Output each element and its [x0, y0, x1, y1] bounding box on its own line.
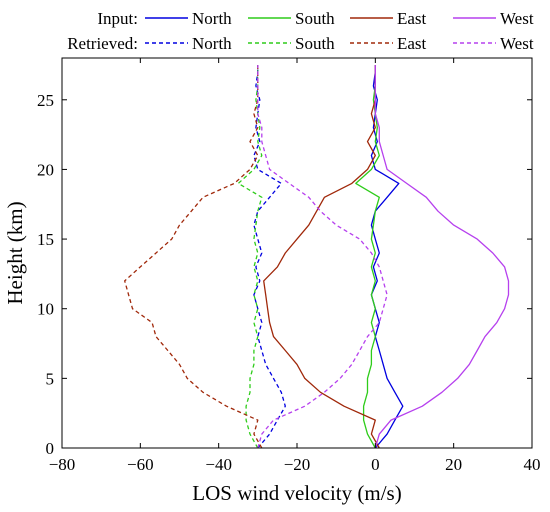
legend-entry-label: South: [295, 9, 335, 28]
x-tick-label: −80: [49, 455, 76, 474]
y-tick-label: 10: [37, 300, 54, 319]
y-axis-label: Height (km): [3, 201, 27, 304]
series-retrieved-south-line: [237, 65, 263, 449]
legend-entry-label: East: [397, 34, 427, 53]
x-tick-label: 20: [445, 455, 462, 474]
series-retrieved-east-line: [124, 65, 263, 449]
series-layer: [124, 65, 510, 449]
x-tick-label: 0: [371, 455, 380, 474]
x-tick-label: 40: [524, 455, 541, 474]
legend-entry-label: North: [192, 34, 232, 53]
legend-row-label: Input:: [97, 9, 138, 28]
x-tick-label: −40: [205, 455, 232, 474]
series-input-south-line: [355, 65, 380, 449]
series-retrieved-north-line: [253, 65, 286, 449]
x-tick-label: −60: [127, 455, 154, 474]
legend-entry-label: West: [500, 34, 534, 53]
legend-entry-label: South: [295, 34, 335, 53]
series-input-east-line: [263, 65, 380, 449]
legend-entry-label: North: [192, 9, 232, 28]
legend-row-label: Retrieved:: [67, 34, 138, 53]
legend-entry-label: West: [500, 9, 534, 28]
y-tick-label: 0: [46, 439, 55, 458]
legend: Input: North South East West Retrieved: North S…: [67, 9, 534, 53]
series-retrieved-west-line: [257, 65, 388, 449]
y-tick-label: 5: [46, 369, 55, 388]
plot-area-frame: [61, 57, 533, 449]
axis-ticks: −80 −60 −40 −20 0 20 40 0 5 10 15 20 25: [37, 58, 541, 474]
y-tick-label: 25: [37, 91, 54, 110]
x-tick-label: −20: [284, 455, 311, 474]
y-tick-label: 20: [37, 160, 54, 179]
x-axis-label: LOS wind velocity (m/s): [192, 481, 401, 505]
y-tick-label: 15: [37, 230, 54, 249]
series-input-west-line: [374, 65, 510, 449]
legend-entry-label: East: [397, 9, 427, 28]
